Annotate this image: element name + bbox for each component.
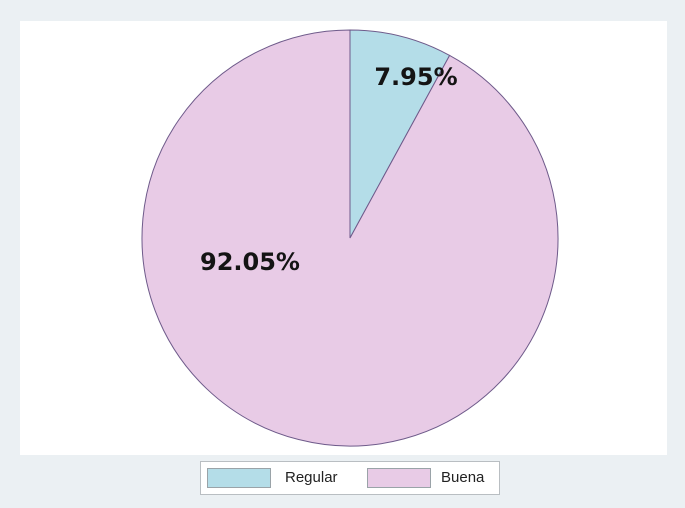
pie-slice-regular	[349, 29, 451, 239]
pie-label-buena: 92.05%	[200, 248, 300, 276]
pie-chart: 7.95% 92.05%	[141, 29, 559, 447]
legend-swatch-regular	[207, 468, 271, 488]
legend: Regular Buena	[200, 461, 500, 495]
pie-label-regular: 7.95%	[374, 63, 457, 91]
legend-label-regular: Regular	[285, 469, 338, 486]
pie-slice-buena	[141, 29, 559, 447]
legend-swatch-buena	[367, 468, 431, 488]
plot-area: 7.95% 92.05%	[20, 21, 667, 455]
legend-label-buena: Buena	[441, 469, 485, 486]
